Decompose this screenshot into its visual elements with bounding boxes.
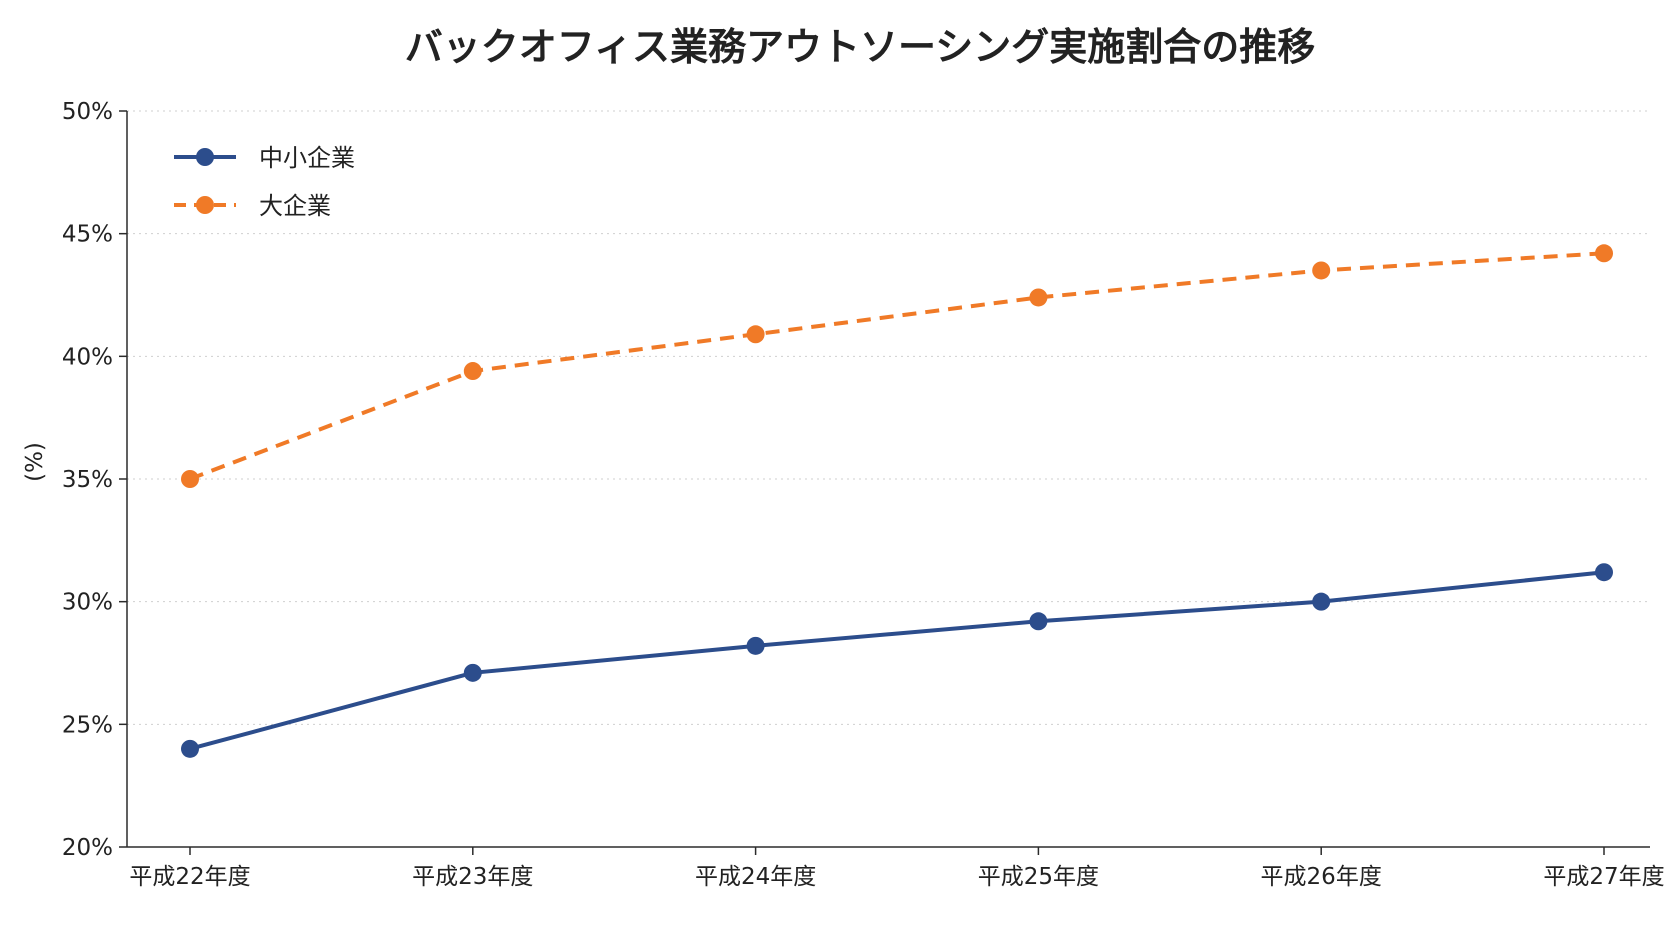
data-point <box>1595 244 1613 263</box>
data-point <box>463 663 482 682</box>
data-point <box>1312 592 1331 611</box>
data-point <box>746 325 765 344</box>
legend-entry: 中小企業 <box>174 144 355 172</box>
y-tick-label: 30% <box>62 590 113 616</box>
series-line <box>189 251 1605 481</box>
y-tick-label: 40% <box>62 344 113 370</box>
gridlines <box>127 110 1650 725</box>
x-axis-ticks: 平成22年度 平成23年度 平成24年度 平成25年度 平成26年度 平成27年度 <box>129 847 1665 890</box>
data-point <box>1029 288 1048 307</box>
x-tick-label: 平成27年度 <box>1543 864 1664 890</box>
y-tick-label: 45% <box>62 222 113 248</box>
series-line <box>189 570 1605 751</box>
data-point <box>1029 612 1048 631</box>
legend-entry: 大企業 <box>174 192 331 220</box>
y-tick-label: 35% <box>62 467 113 493</box>
x-tick-label: 平成25年度 <box>978 864 1099 890</box>
series-2 <box>181 244 1613 488</box>
y-tick-label: 25% <box>62 712 113 738</box>
y-tick-label: 50% <box>62 99 113 125</box>
legend-label: 中小企業 <box>259 144 355 172</box>
data-point <box>463 362 482 381</box>
x-tick-label: 平成22年度 <box>129 864 250 890</box>
y-axis-ticks: 20% 25% 30% 35% 40% 45% 50% <box>62 99 127 861</box>
x-tick-label: 平成26年度 <box>1261 864 1382 890</box>
y-tick-label: 20% <box>62 835 113 861</box>
data-point <box>1595 563 1613 582</box>
series-lines <box>181 244 1613 758</box>
series-1 <box>181 563 1613 758</box>
chart-title: バックオフィス業務アウトソーシング実施割合の推移 <box>405 25 1315 69</box>
legend-marker <box>196 148 214 166</box>
data-point <box>1312 261 1331 280</box>
legend-marker <box>196 196 214 214</box>
data-point <box>181 739 199 758</box>
data-point <box>181 470 199 488</box>
data-point <box>746 636 765 655</box>
x-tick-label: 平成23年度 <box>412 864 533 890</box>
x-tick-label: 平成24年度 <box>695 864 816 890</box>
legend-label: 大企業 <box>259 192 331 220</box>
y-axis-label: (%) <box>22 442 48 482</box>
